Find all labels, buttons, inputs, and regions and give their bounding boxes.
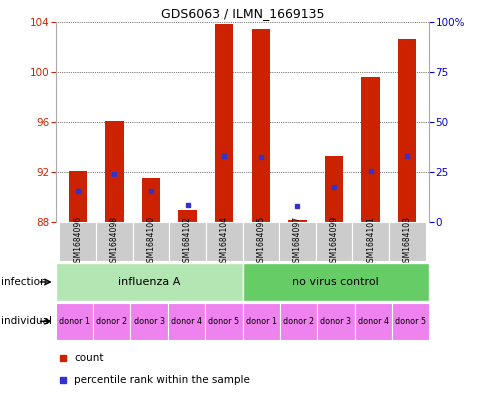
Text: donor 5: donor 5: [394, 317, 425, 326]
Bar: [205, 303, 242, 340]
Text: GSM1684095: GSM1684095: [256, 216, 265, 267]
Text: GSM1684096: GSM1684096: [73, 216, 82, 267]
Bar: [206, 222, 242, 261]
Bar: [56, 263, 242, 301]
Text: count: count: [75, 353, 104, 364]
Bar: [279, 303, 317, 340]
Bar: [315, 222, 351, 261]
Bar: [354, 303, 391, 340]
Text: donor 5: donor 5: [208, 317, 239, 326]
Text: infection: infection: [1, 277, 47, 287]
Bar: [141, 178, 160, 222]
Bar: [287, 220, 306, 222]
Text: no virus control: no virus control: [292, 277, 378, 287]
Text: donor 2: donor 2: [282, 317, 314, 326]
Bar: [169, 222, 206, 261]
Text: GSM1684099: GSM1684099: [329, 216, 338, 267]
Text: GSM1684102: GSM1684102: [182, 216, 192, 267]
Bar: [93, 303, 130, 340]
Bar: [278, 222, 315, 261]
Bar: [56, 303, 93, 340]
Text: donor 4: donor 4: [171, 317, 201, 326]
Bar: [68, 171, 87, 222]
Bar: [96, 222, 133, 261]
Text: donor 3: donor 3: [134, 317, 164, 326]
Text: percentile rank within the sample: percentile rank within the sample: [75, 375, 250, 385]
Text: GSM1684098: GSM1684098: [110, 216, 119, 267]
Text: donor 1: donor 1: [59, 317, 90, 326]
Bar: [130, 303, 167, 340]
Text: GSM1684100: GSM1684100: [146, 216, 155, 267]
Bar: [351, 222, 388, 261]
Text: donor 3: donor 3: [320, 317, 350, 326]
Text: GSM1684101: GSM1684101: [365, 216, 374, 267]
Bar: [324, 156, 343, 222]
Bar: [317, 303, 354, 340]
Text: individual: individual: [1, 316, 52, 326]
Text: GSM1684103: GSM1684103: [402, 216, 411, 267]
Text: GSM1684097: GSM1684097: [292, 216, 302, 267]
Title: GDS6063 / ILMN_1669135: GDS6063 / ILMN_1669135: [160, 7, 324, 20]
Bar: [242, 263, 428, 301]
Bar: [397, 39, 416, 222]
Bar: [178, 209, 197, 222]
Bar: [242, 222, 278, 261]
Text: donor 4: donor 4: [357, 317, 388, 326]
Text: donor 2: donor 2: [96, 317, 127, 326]
Bar: [251, 29, 270, 222]
Text: donor 1: donor 1: [245, 317, 276, 326]
Bar: [361, 77, 379, 222]
Text: influenza A: influenza A: [118, 277, 180, 287]
Bar: [391, 303, 428, 340]
Bar: [242, 303, 279, 340]
Bar: [214, 24, 233, 222]
Bar: [133, 222, 169, 261]
Bar: [167, 303, 205, 340]
Text: GSM1684104: GSM1684104: [219, 216, 228, 267]
Bar: [388, 222, 424, 261]
Bar: [60, 222, 96, 261]
Bar: [105, 121, 123, 222]
